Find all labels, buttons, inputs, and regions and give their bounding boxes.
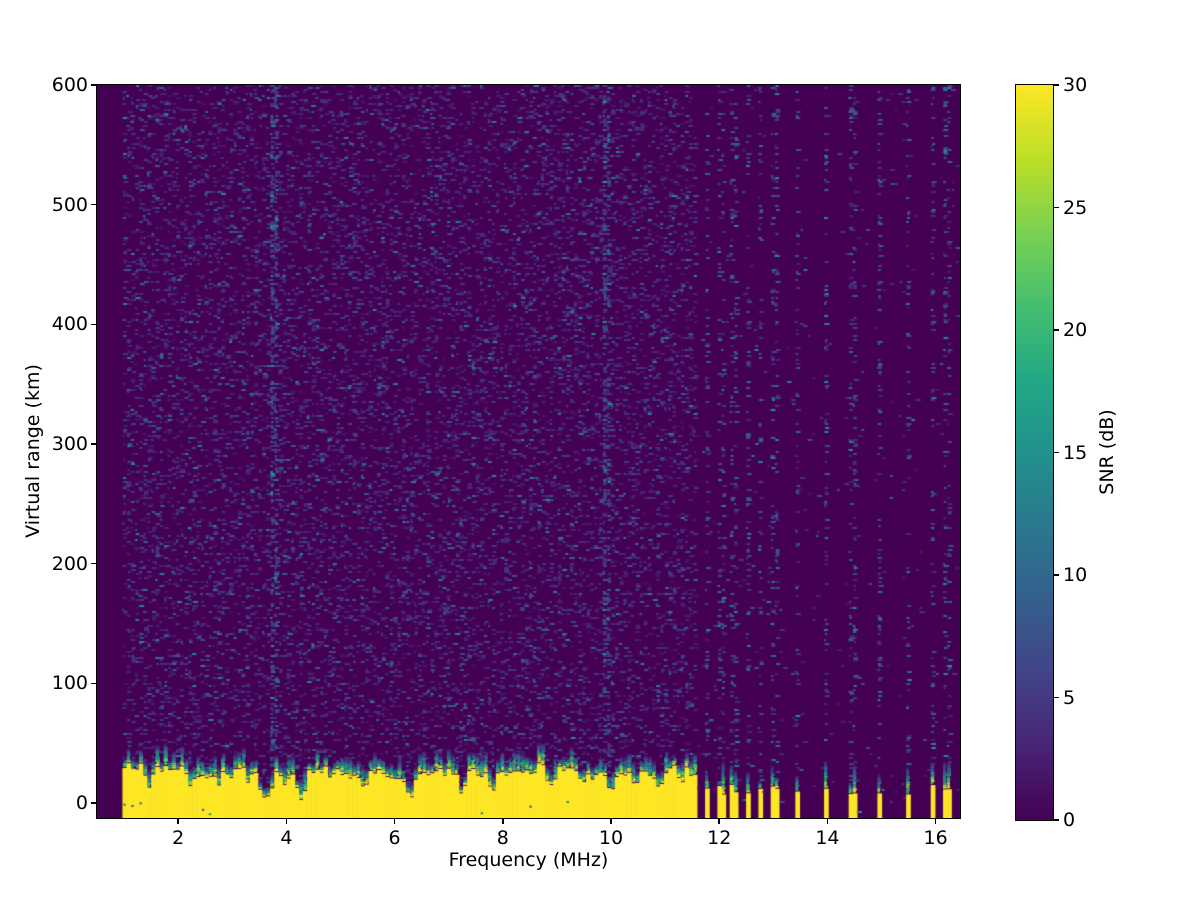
- colorbar-tick-mark: [1054, 206, 1059, 209]
- y-axis-tick-mark: [91, 203, 96, 206]
- y-axis-tick-label: 200: [51, 552, 88, 575]
- y-axis-tick-mark: [91, 562, 96, 565]
- y-axis-tick-mark: [91, 443, 96, 445]
- ionogram-heatmap-canvas: [97, 85, 960, 818]
- y-axis-tick-mark: [91, 323, 96, 326]
- x-axis-tick-mark: [393, 819, 396, 824]
- y-axis-tick-label: 0: [75, 792, 88, 815]
- x-axis-tick-label: 4: [280, 827, 293, 849]
- ionogram-plot-area: [96, 84, 961, 819]
- colorbar-tick-label: 15: [1063, 441, 1088, 464]
- colorbar-tick-label: 25: [1063, 196, 1088, 219]
- colorbar-tick-mark: [1054, 574, 1059, 576]
- colorbar: [1015, 84, 1054, 821]
- colorbar-tick-label: 30: [1063, 74, 1088, 96]
- x-axis-tick-label: 12: [707, 827, 732, 849]
- y-axis-tick-mark: [91, 84, 96, 86]
- x-axis-tick-label: 8: [496, 827, 509, 849]
- x-axis-tick-mark: [826, 819, 829, 824]
- x-axis-tick-label: 6: [388, 827, 401, 849]
- colorbar-tick-mark: [1054, 451, 1059, 454]
- colorbar-gradient: [1016, 85, 1053, 820]
- y-axis-tick-mark: [91, 802, 96, 804]
- y-axis-tick-label: 600: [51, 74, 88, 96]
- x-axis-tick-label: 16: [923, 827, 948, 849]
- y-axis-tick-mark: [91, 682, 96, 685]
- colorbar-tick-label: 10: [1063, 564, 1088, 586]
- x-axis-label: Frequency (MHz): [448, 849, 609, 871]
- x-axis-tick-label: 10: [598, 827, 624, 849]
- y-axis-tick-label: 100: [51, 672, 88, 695]
- x-axis-tick-mark: [502, 819, 504, 824]
- colorbar-tick-label: 0: [1063, 809, 1076, 831]
- x-axis-tick-mark: [177, 819, 179, 824]
- x-axis-tick-label: 2: [172, 827, 185, 849]
- x-axis-tick-label: 14: [815, 827, 840, 849]
- x-axis-tick-mark: [610, 819, 612, 824]
- colorbar-tick-mark: [1054, 329, 1059, 331]
- x-axis-tick-mark: [718, 819, 720, 824]
- colorbar-tick-mark: [1054, 696, 1059, 699]
- colorbar-tick-label: 5: [1063, 686, 1076, 709]
- colorbar-label: SNR (dB): [1096, 409, 1118, 495]
- y-axis-tick-label: 500: [51, 193, 88, 216]
- x-axis-tick-mark: [934, 819, 937, 824]
- colorbar-tick-mark: [1054, 819, 1059, 821]
- colorbar-tick-mark: [1054, 84, 1059, 86]
- x-axis-tick-mark: [285, 819, 288, 824]
- y-axis-label: Virtual range (km): [22, 364, 44, 538]
- colorbar-tick-label: 20: [1063, 319, 1088, 341]
- y-axis-tick-label: 400: [51, 313, 88, 336]
- y-axis-tick-label: 300: [51, 433, 88, 456]
